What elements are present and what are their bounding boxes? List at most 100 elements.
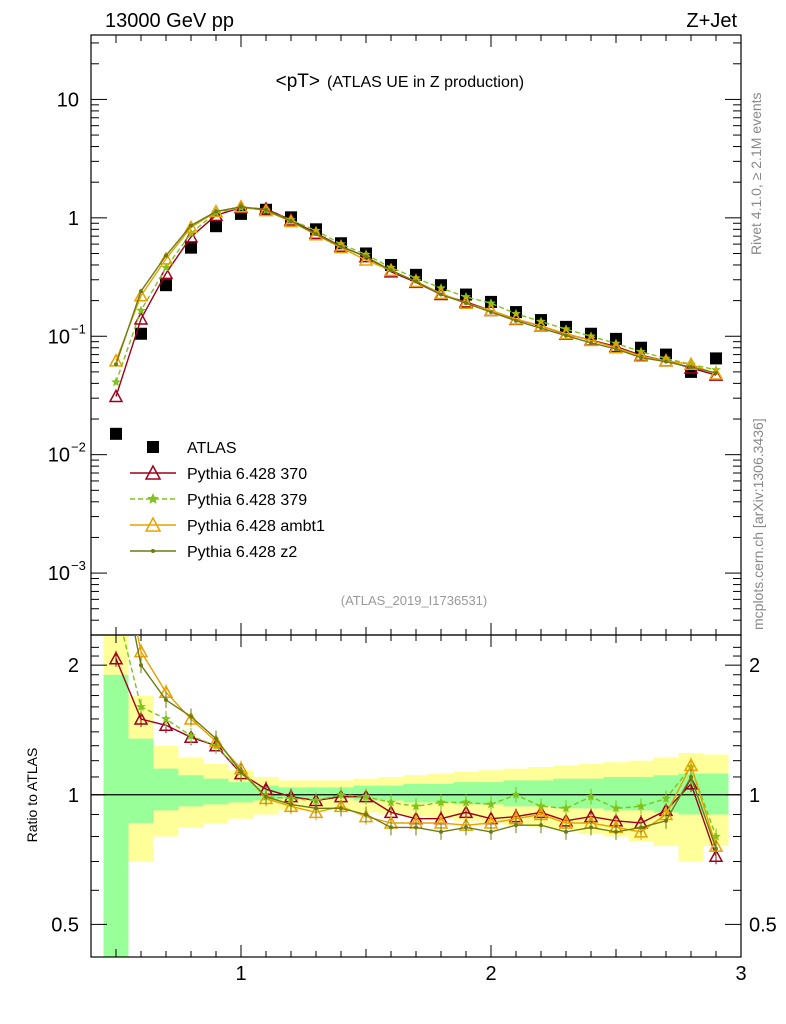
ratio-band-green xyxy=(428,783,454,803)
series-4-point xyxy=(639,355,643,360)
legend-entry-label: Pythia 6.428 ambt1 xyxy=(187,518,325,535)
ratio-series-3-point xyxy=(714,846,718,851)
ratio-series-3-point xyxy=(489,829,493,834)
ratio-series-0-point xyxy=(133,711,149,725)
legend-marker xyxy=(144,464,162,480)
ratio-series-3-point xyxy=(164,698,168,703)
series-3-point xyxy=(233,199,249,213)
ratio-series-1-point xyxy=(411,801,421,811)
ratio-series-1-point xyxy=(311,795,321,805)
header-right-label: Z+Jet xyxy=(686,10,737,32)
ratio-series-3-point xyxy=(539,823,543,828)
series-3-point xyxy=(258,203,274,217)
ratio-band-green xyxy=(203,778,229,805)
series-3-point xyxy=(608,340,624,354)
ratio-band-green xyxy=(403,783,429,803)
series-0-point xyxy=(160,279,172,292)
legend: ATLAS Pythia 6.428 370 Pythia 6.428 379 Pyt… xyxy=(130,440,325,561)
ratio-series-1-point xyxy=(661,793,671,803)
legend-marker xyxy=(147,493,159,504)
series-3-point xyxy=(558,326,574,340)
ratio-series-3-point xyxy=(664,818,668,823)
ratio-y-tick-label: 0.5 xyxy=(51,914,79,936)
ratio-series-1-point xyxy=(186,730,196,740)
series-3-point xyxy=(383,262,399,277)
series-0-point xyxy=(110,427,122,440)
series-4-point xyxy=(289,219,293,224)
ratio-series-3-point xyxy=(339,806,343,811)
series-4-point xyxy=(689,364,693,369)
ratio-series-3-point xyxy=(689,774,693,779)
ratio-series-3-point xyxy=(564,829,568,834)
series-4-point xyxy=(539,326,543,331)
ratio-series-1-point xyxy=(611,803,621,813)
ratio-series-1-point xyxy=(586,791,596,801)
series-3-point xyxy=(633,348,649,362)
ratio-series-1-point xyxy=(711,831,721,841)
series-4-point xyxy=(389,268,393,273)
ratio-series-3-point xyxy=(214,736,218,741)
series-2-point xyxy=(386,262,396,272)
y-tick-exponent: −1 xyxy=(71,321,86,336)
x-tick-label: 3 xyxy=(735,963,746,985)
ratio-band-green xyxy=(378,785,404,801)
ratio-y-tick-label: 2 xyxy=(68,655,79,677)
ratio-y-tick-label-right: 2 xyxy=(749,655,760,677)
y-tick-label: 10 xyxy=(48,563,70,585)
ratio-series-2-point xyxy=(633,824,649,838)
series-2-point xyxy=(336,239,346,249)
series-4-point xyxy=(664,359,668,364)
ratio-band-green xyxy=(103,674,129,957)
series-3-point xyxy=(183,219,199,234)
series-4-point xyxy=(139,289,143,294)
ratio-series-3-point xyxy=(264,794,268,799)
series-0-point xyxy=(710,352,722,365)
series-3-point xyxy=(708,366,724,380)
series-2-point xyxy=(136,305,146,315)
ratio-series-2-point xyxy=(308,804,324,819)
series-4-point xyxy=(114,362,118,367)
ratio-series-1-point xyxy=(486,799,496,809)
series-3-point xyxy=(483,302,499,317)
ratio-y-tick-label-right: 0.5 xyxy=(749,914,777,936)
ratio-series-3-point xyxy=(639,825,643,830)
ratio-series-3-point xyxy=(389,825,393,830)
ratio-series-1-point xyxy=(436,797,446,807)
mcplots-label: mcplots.cern.ch [arXiv:1306.3436] xyxy=(750,418,766,630)
ratio-band-green xyxy=(178,775,204,807)
series-3-point xyxy=(508,311,524,325)
series-4-point xyxy=(564,333,568,338)
ratio-series-3-point xyxy=(589,825,593,830)
ratio-series-1-point xyxy=(386,797,396,807)
y-tick-label: 1 xyxy=(68,208,79,230)
ratio-series-3-point xyxy=(364,812,368,817)
ratio-series-3-point xyxy=(189,714,193,719)
ratio-series-3-point xyxy=(414,825,418,830)
legend-entry-label: ATLAS xyxy=(187,440,237,457)
ratio-series-3-point xyxy=(239,769,243,774)
series-1-line xyxy=(115,206,717,397)
ratio-series-0-point xyxy=(108,651,124,665)
series-4-point xyxy=(314,232,318,237)
series-2-point xyxy=(411,273,421,283)
ratio-ylabel: Ratio to ATLAS xyxy=(24,748,40,843)
x-tick-label: 2 xyxy=(485,963,496,985)
ratio-band-green xyxy=(153,768,179,811)
ratio-band-green xyxy=(703,773,729,815)
ratio-series-1-point xyxy=(361,791,371,801)
series-4-line xyxy=(115,206,717,374)
series-4-point xyxy=(589,340,593,345)
series-4-point xyxy=(214,209,218,214)
series-4-point xyxy=(189,223,193,228)
analysis-id-label: (ATLAS_2019_I1736531) xyxy=(341,593,487,608)
ratio-y-tick-label: 1 xyxy=(68,785,79,807)
series-4-point xyxy=(239,204,243,209)
legend-entry-label: Pythia 6.428 z2 xyxy=(187,544,297,561)
ratio-series-0-point xyxy=(158,717,174,732)
ratio-band-green xyxy=(478,782,504,805)
y-tick-exponent: −2 xyxy=(71,440,86,455)
series-0-point xyxy=(210,220,222,233)
series-1-point xyxy=(108,388,124,403)
y-tick-exponent: −3 xyxy=(71,558,86,573)
